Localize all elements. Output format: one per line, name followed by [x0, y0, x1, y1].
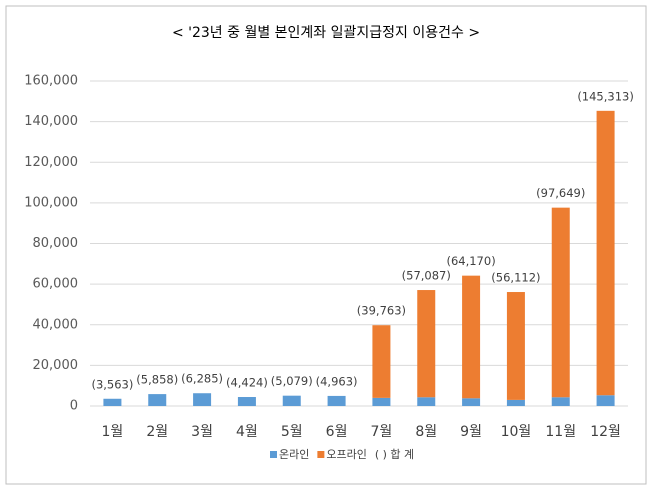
data-label: (97,649) [536, 186, 585, 200]
x-tick-label: 3월 [191, 424, 213, 440]
bar-segment [462, 275, 481, 399]
bar-segment [148, 394, 167, 406]
x-tick-label: 12월 [590, 424, 621, 440]
bar-segment [237, 397, 256, 406]
data-label: (6,285) [181, 372, 223, 386]
x-tick-label: 7월 [371, 424, 393, 440]
legend-label: 온라인 [279, 448, 309, 461]
frame [5, 5, 647, 485]
bar-segment [462, 398, 481, 406]
x-tick-label: 6월 [326, 424, 348, 440]
bar-segment [282, 395, 301, 406]
data-label: (3,563) [91, 377, 133, 391]
bar-segment [372, 397, 391, 406]
chart-title: < '23년 중 월별 본인계좌 일괄지급정지 이용건수 > [172, 25, 480, 41]
x-tick-label: 1월 [102, 424, 124, 440]
legend-swatch [317, 451, 325, 458]
bar-segment [596, 110, 615, 396]
legend-label: ( ) 합 계 [375, 448, 414, 461]
bar-segment [193, 393, 212, 406]
x-tick-label: 4월 [236, 424, 258, 440]
data-label: (5,079) [271, 374, 313, 388]
x-tick-label: 11월 [545, 424, 576, 440]
data-label: (57,087) [402, 269, 451, 283]
x-tick-label: 9월 [460, 424, 482, 440]
bar-segment [551, 207, 570, 398]
bar-segment [506, 292, 525, 400]
legend-swatch [270, 451, 277, 458]
y-tick-label: 60,000 [33, 277, 79, 292]
data-label: (4,963) [316, 374, 358, 388]
y-tick-label: 120,000 [24, 155, 78, 170]
y-tick-label: 140,000 [24, 114, 78, 129]
y-tick-label: 160,000 [24, 74, 78, 89]
bar-segment [506, 399, 525, 406]
data-label: (64,170) [446, 254, 495, 268]
bar-segment [327, 395, 346, 406]
data-label: (5,858) [136, 373, 178, 387]
legend-label: 오프라인 [326, 448, 366, 461]
y-tick-label: 20,000 [33, 358, 79, 373]
bar-segment [103, 398, 122, 406]
data-label: (4,424) [226, 376, 268, 390]
y-tick-label: 100,000 [24, 195, 78, 210]
bar-segment [417, 397, 436, 406]
data-label: (56,112) [491, 271, 540, 285]
x-tick-label: 10월 [501, 424, 532, 440]
x-tick-label: 8월 [415, 424, 437, 440]
x-tick-label: 2월 [146, 424, 168, 440]
y-tick-label: 0 [70, 399, 78, 414]
bar-segment [551, 397, 570, 406]
x-tick-label: 5월 [281, 424, 303, 440]
bar-segment [417, 290, 436, 398]
bar-segment [372, 325, 391, 398]
data-label: (145,313) [577, 89, 634, 103]
data-label: (39,763) [357, 304, 406, 318]
y-tick-label: 40,000 [33, 317, 79, 332]
bar-segment [596, 395, 615, 406]
y-tick-label: 80,000 [33, 236, 79, 251]
